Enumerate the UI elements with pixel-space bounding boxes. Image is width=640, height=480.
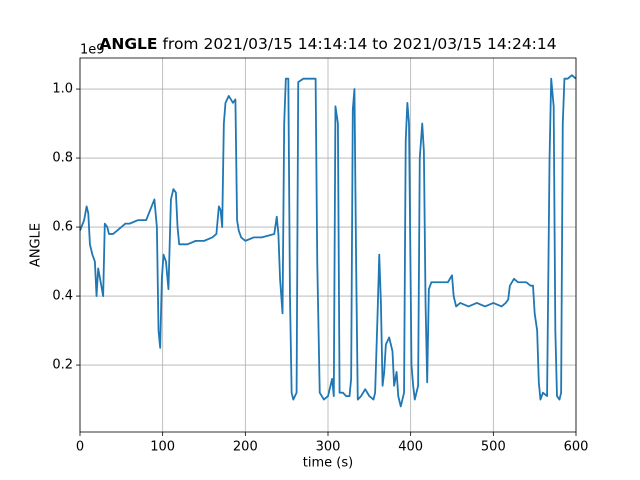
- title-bold: ANGLE: [99, 35, 157, 53]
- x-tick-label: 300: [316, 440, 341, 455]
- data-line: [79, 74, 577, 408]
- x-tick-label: 0: [76, 440, 84, 455]
- x-tick-label: 200: [233, 440, 258, 455]
- x-axis-label: time (s): [303, 456, 353, 471]
- offset-label: 1e9: [80, 43, 105, 58]
- x-tick-label: 600: [564, 440, 589, 455]
- axes-frame: [79, 57, 577, 433]
- title-rest: from 2021/03/15 14:14:14 to 2021/03/15 1…: [162, 35, 556, 53]
- x-tick-label: 100: [150, 440, 175, 455]
- y-tick-label: 1.0: [52, 82, 73, 97]
- y-axis-label: ANGLE: [29, 223, 44, 267]
- y-tick-label: 0.8: [52, 151, 73, 166]
- y-tick-label: 0.2: [52, 358, 73, 373]
- chart-title: ANGLE from 2021/03/15 14:14:14 to 2021/0…: [99, 35, 556, 53]
- y-tick-label: 0.6: [52, 220, 73, 235]
- y-tick-label: 0.4: [52, 289, 73, 304]
- x-tick-label: 400: [398, 440, 423, 455]
- x-tick-label: 500: [481, 440, 506, 455]
